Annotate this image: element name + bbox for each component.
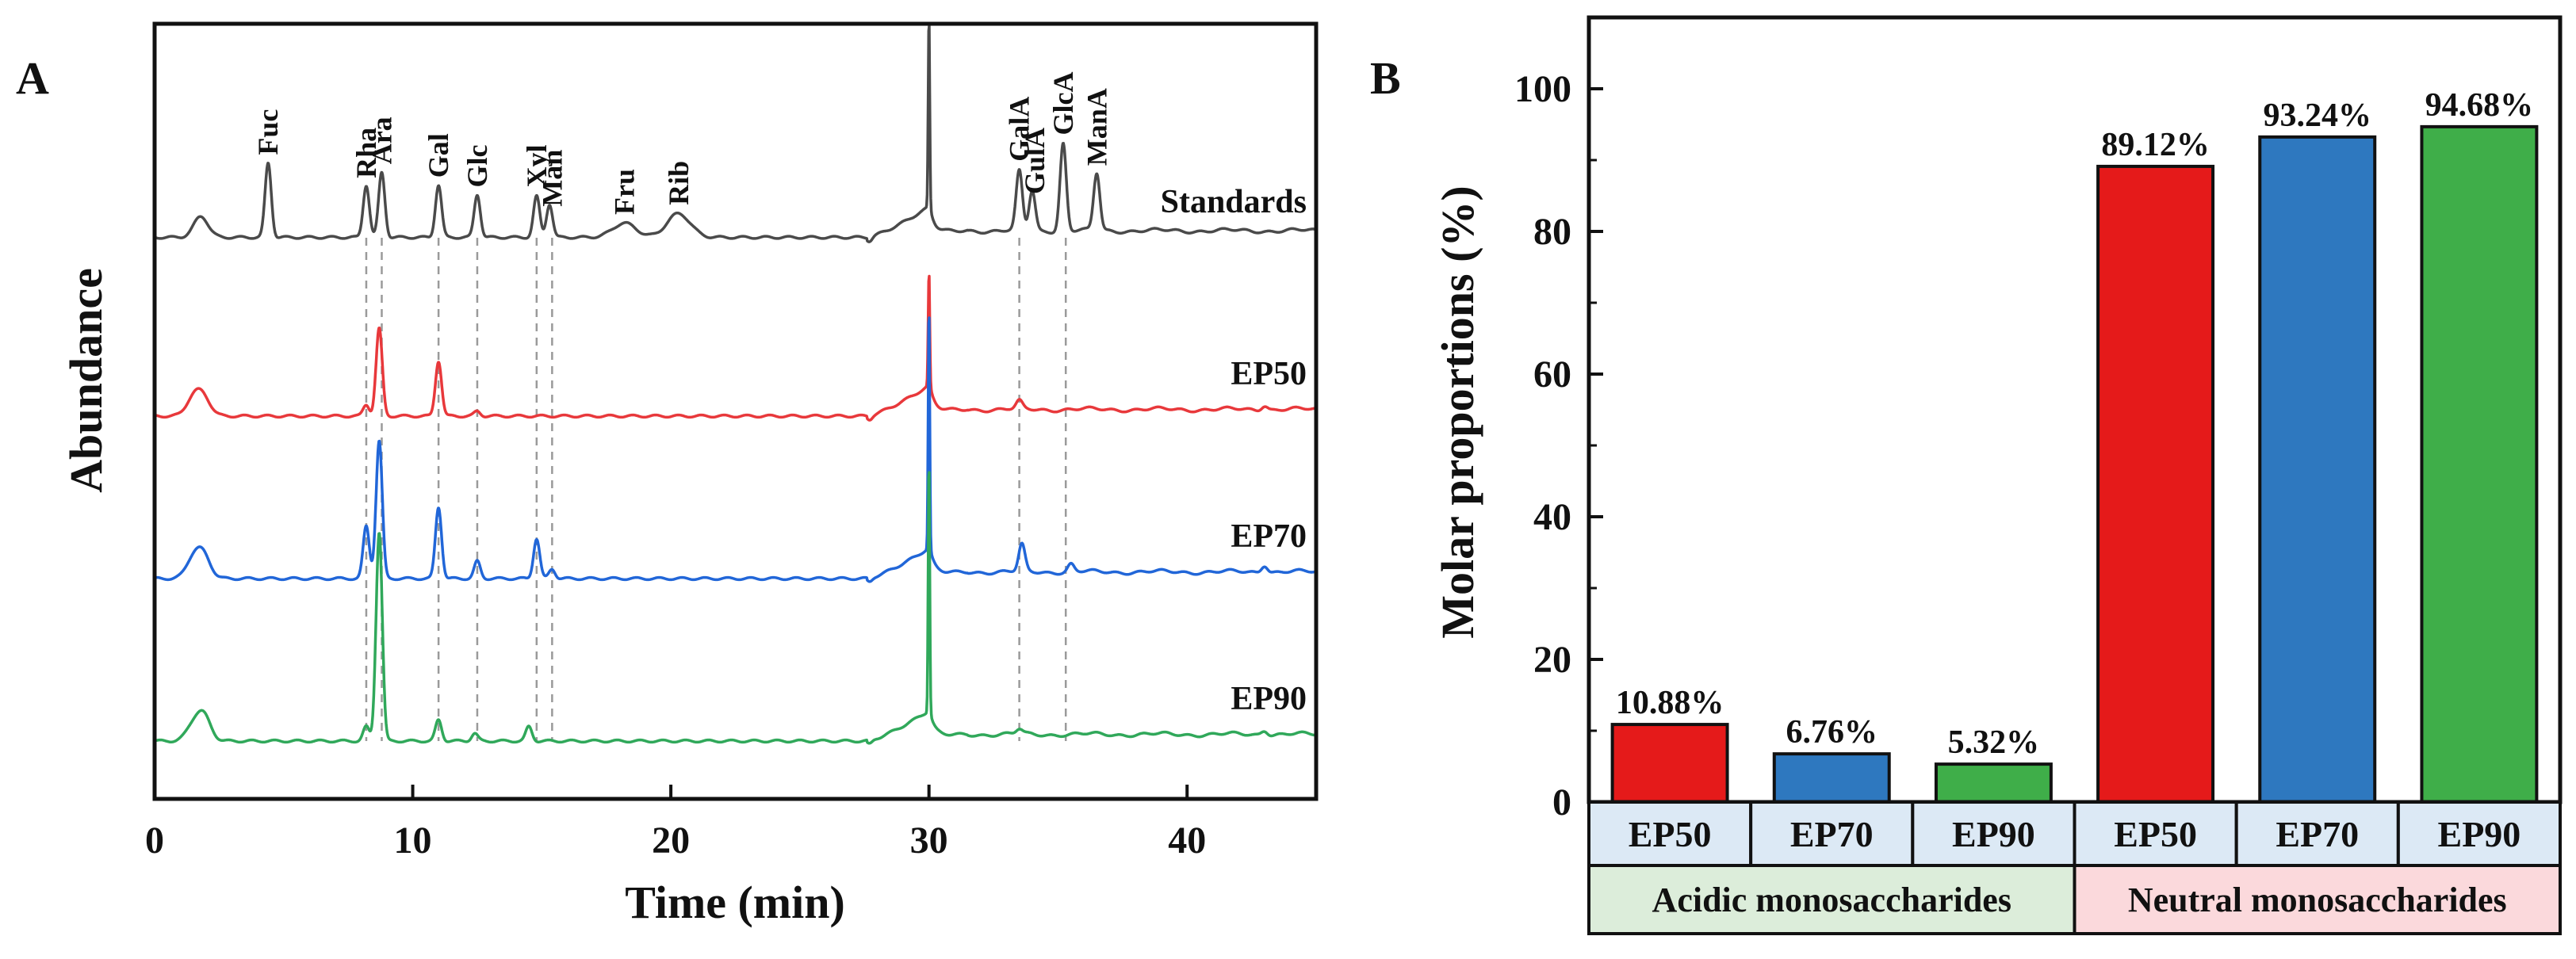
peak-label-rha: Rha (350, 128, 382, 178)
peak-label-man: Man (536, 150, 568, 207)
y-tick-label: 40 (1533, 496, 1571, 538)
peak-label-ara: Ara (366, 117, 398, 164)
x-tick-label: 0 (145, 820, 164, 862)
category-cell (1587, 800, 1753, 867)
reference-lines (365, 238, 1067, 741)
peak-label-fru: Fru (609, 169, 641, 215)
peak-label-glc: Glc (461, 144, 493, 187)
bar-value-labels: 10.88% 6.76% 5.32% 89.12% 93.24% 94.68% (1616, 87, 2533, 761)
bar-ep90-neutral (2420, 124, 2539, 804)
category-cell (2396, 800, 2562, 867)
bar-value-label: 6.76% (1786, 714, 1878, 751)
group-row: Acidic monosaccharides Neutral monosaccha… (1587, 864, 2562, 935)
bar-ep50-acidic (1610, 723, 1729, 804)
group-cell-acidic-monosaccharides (1587, 864, 2076, 935)
bar-ep70-acidic (1772, 752, 1891, 804)
series-labels: Standards EP50 EP70 EP90 (1161, 184, 1307, 717)
chromatogram-traces (155, 25, 1317, 745)
peak-label-gal: Gal (423, 133, 454, 178)
y-tick-label: 80 (1533, 211, 1571, 253)
bar-ep90-acidic (1934, 762, 2053, 804)
category-label-ep70: EP70 (1790, 814, 1874, 854)
bar-chart-panel: 10.88% 6.76% 5.32% 89.12% 93.24% 94.68% 0 20 40… (1432, 15, 2563, 935)
category-label-ep90: EP90 (2438, 814, 2521, 854)
x-tick-label: 20 (652, 820, 690, 862)
series-label-standards: Standards (1161, 184, 1307, 220)
trace-ep90 (155, 471, 1317, 745)
category-label-ep50: EP50 (1629, 814, 1712, 854)
peak-label-glca: GlcA (1047, 72, 1079, 136)
category-row: EP50 EP70 EP90 EP50 EP70 EP90 (1587, 800, 2562, 867)
category-label-ep50: EP50 (2114, 814, 2197, 854)
group-cell-neutral-monosaccharides (2073, 864, 2562, 935)
y-tick-label: 20 (1533, 639, 1571, 681)
y-axis-label: Abundance (60, 268, 112, 493)
bar-value-label: 10.88% (1616, 685, 1724, 721)
plot-frame-b (1587, 15, 2563, 804)
bar-ep50-neutral (2096, 164, 2215, 804)
series-label-ep70: EP70 (1231, 518, 1307, 555)
peak-label-xyl: Xyl (521, 145, 553, 188)
bar-value-label: 94.68% (2425, 87, 2534, 124)
category-cell (2234, 800, 2400, 867)
category-label-ep90: EP90 (1952, 814, 2035, 854)
peak-label-gula: GulA (1019, 128, 1051, 194)
trace-standards (155, 25, 1317, 243)
peak-label-mana: ManA (1081, 88, 1112, 166)
plot-frame-a (152, 21, 1319, 801)
category-cell (1911, 800, 2076, 867)
peak-label-rib: Rib (663, 161, 695, 205)
x-axis-label: Time (min) (625, 877, 845, 928)
peak-label-fuc: Fuc (252, 109, 284, 155)
y-axis-label-b: Molar proportions (%) (1432, 185, 1483, 638)
x-tick-label: 10 (394, 820, 432, 862)
x-axis-ticks: 0 10 20 30 40 (145, 785, 1206, 862)
panel-label-b: B (1370, 52, 1401, 104)
bar-ep70-neutral (2258, 135, 2377, 804)
bars (1610, 124, 2539, 804)
y-tick-label: 60 (1533, 353, 1571, 395)
category-cell (2073, 800, 2238, 867)
panel-label-a: A (16, 52, 49, 104)
x-tick-label: 40 (1168, 820, 1206, 862)
y-tick-label: 100 (1514, 68, 1571, 110)
series-label-ep90: EP90 (1231, 681, 1307, 717)
series-label-ep50: EP50 (1231, 356, 1307, 392)
trace-ep70 (155, 316, 1317, 583)
group-label-acidic-monosaccharides: Acidic monosaccharides (1652, 881, 2011, 919)
bar-value-label: 89.12% (2101, 127, 2210, 163)
x-tick-label: 30 (910, 820, 948, 862)
y-tick-label: 0 (1552, 781, 1571, 823)
bar-value-label: 93.24% (2264, 97, 2372, 134)
bar-value-label: 5.32% (1948, 724, 2040, 761)
trace-ep50 (155, 274, 1317, 422)
y-axis-ticks: 0 20 40 60 80 100 (1514, 68, 1603, 823)
group-label-neutral-monosaccharides: Neutral monosaccharides (2128, 881, 2507, 919)
peak-label-gala: GalA (1004, 97, 1035, 162)
category-label-ep70: EP70 (2276, 814, 2359, 854)
